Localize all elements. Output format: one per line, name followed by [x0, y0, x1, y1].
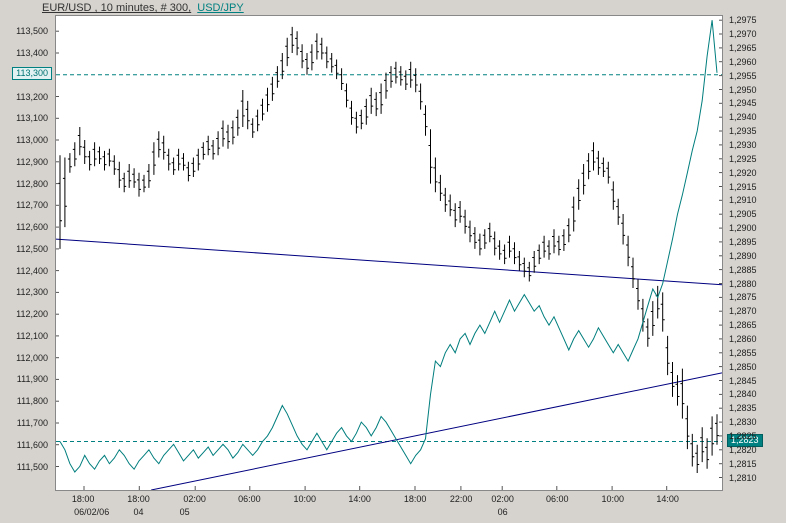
price-label: 112,700 [16, 200, 48, 211]
time-label: 02:00 [491, 494, 514, 504]
price-label: 1,2955 [729, 70, 757, 81]
price-label: 1,2865 [729, 320, 757, 331]
right-price-axis[interactable]: 1,2823 1,2975 1,2970 1,2965 1,2960 1,2955 1,2… [726, 15, 786, 491]
plot-area[interactable] [55, 15, 723, 491]
price-label: 112,100 [16, 330, 48, 341]
date-label: 06/02/06 [74, 507, 110, 517]
price-label: 1,2940 [729, 112, 757, 123]
price-label: 112,900 [16, 156, 48, 167]
price-label: 113,000 [16, 135, 48, 145]
price-label: 1,2900 [729, 223, 757, 234]
price-label: 1,2965 [729, 42, 757, 53]
price-label: 1,2810 [729, 472, 757, 483]
time-label: 02:00 [183, 494, 206, 504]
usdjpy-ohlc-bars[interactable] [58, 26, 719, 473]
price-label: 1,2820 [729, 444, 757, 455]
price-label: 1,2840 [729, 389, 757, 400]
price-label: 112,400 [16, 265, 48, 276]
price-label: 111,900 [16, 374, 48, 385]
eurusd-line[interactable] [59, 20, 718, 473]
chart-title-main[interactable]: EUR/USD , 10 minutes, # 300, [42, 2, 192, 14]
date-label: 05 [179, 507, 190, 517]
time-label: 14:00 [656, 494, 679, 504]
time-label: 22:00 [449, 494, 473, 504]
price-label: 1,2960 [729, 56, 757, 67]
price-label: 1,2880 [729, 278, 757, 289]
price-label: 1,2915 [729, 181, 757, 192]
price-label: 113,100 [16, 113, 48, 124]
price-label: 113,400 [16, 48, 48, 58]
left-price-axis[interactable]: 113,300 113,500 113,400 113,200 113,100 113,… [0, 15, 53, 491]
price-label: 1,2950 [729, 84, 757, 95]
left-price-highlight-badge[interactable]: 113,300 [12, 66, 52, 80]
time-label: 06:00 [238, 494, 261, 504]
price-label: 1,2935 [729, 126, 757, 136]
chart-title-overlay-symbol[interactable]: USD/JPY [197, 2, 244, 14]
time-label: 06:00 [546, 494, 569, 504]
right-price-highlight-badge[interactable]: 1,2823 [727, 433, 763, 447]
plot-svg[interactable] [56, 16, 722, 490]
price-label: 111,500 [16, 461, 48, 472]
chart-title: EUR/USD , 10 minutes, # 300, USD/JPY [42, 2, 244, 14]
time-label: 18:00 [403, 494, 427, 504]
price-label: 1,2830 [729, 417, 757, 428]
time-label: 18:00 [127, 494, 150, 504]
time-label: 10:00 [601, 494, 625, 504]
price-label: 112,600 [16, 222, 48, 233]
price-label: 113,200 [16, 91, 48, 102]
price-label: 1,2855 [729, 347, 757, 358]
price-label: 1,2945 [729, 98, 757, 109]
price-label: 111,600 [16, 439, 48, 450]
price-label: 1,2885 [729, 264, 757, 275]
price-label: 1,2890 [729, 250, 757, 261]
trendline-1[interactable] [56, 238, 722, 286]
time-label: 18:00 [71, 494, 95, 504]
time-label: 14:00 [348, 494, 371, 504]
price-label: 1,2835 [729, 403, 757, 414]
price-label: 1,2905 [729, 209, 757, 220]
trendline-2[interactable] [151, 372, 722, 490]
price-label: 112,300 [16, 287, 48, 298]
time-axis[interactable]: 18:00 18:00 02:00 06:00 10:00 14:00 18:00 22:00… [55, 492, 723, 522]
price-label: 113,500 [16, 26, 48, 37]
date-label: 06 [497, 507, 508, 517]
price-label: 1,2860 [729, 333, 757, 344]
price-label: 1,2930 [729, 139, 757, 150]
price-label: 1,2845 [729, 375, 757, 386]
price-label: 1,2925 [729, 153, 757, 164]
price-label: 111,800 [16, 396, 48, 407]
price-label: 112,500 [16, 243, 48, 254]
price-label: 112,000 [16, 352, 48, 363]
price-label: 1,2815 [729, 458, 757, 469]
price-label: 111,700 [16, 418, 48, 428]
price-label: 1,2850 [729, 361, 757, 372]
price-label: 1,2970 [729, 29, 757, 39]
price-label: 1,2910 [729, 195, 757, 206]
price-label: 1,2975 [729, 15, 757, 26]
time-label: 10:00 [293, 494, 317, 504]
price-label: 112,800 [16, 178, 48, 189]
price-label: 1,2920 [729, 167, 757, 178]
price-label: 1,2895 [729, 236, 757, 247]
price-label: 1,2825 [729, 430, 757, 441]
price-label: 112,200 [16, 309, 48, 320]
price-label: 1,2870 [729, 306, 757, 317]
price-label: 1,2875 [729, 292, 757, 303]
date-label: 04 [133, 507, 144, 517]
